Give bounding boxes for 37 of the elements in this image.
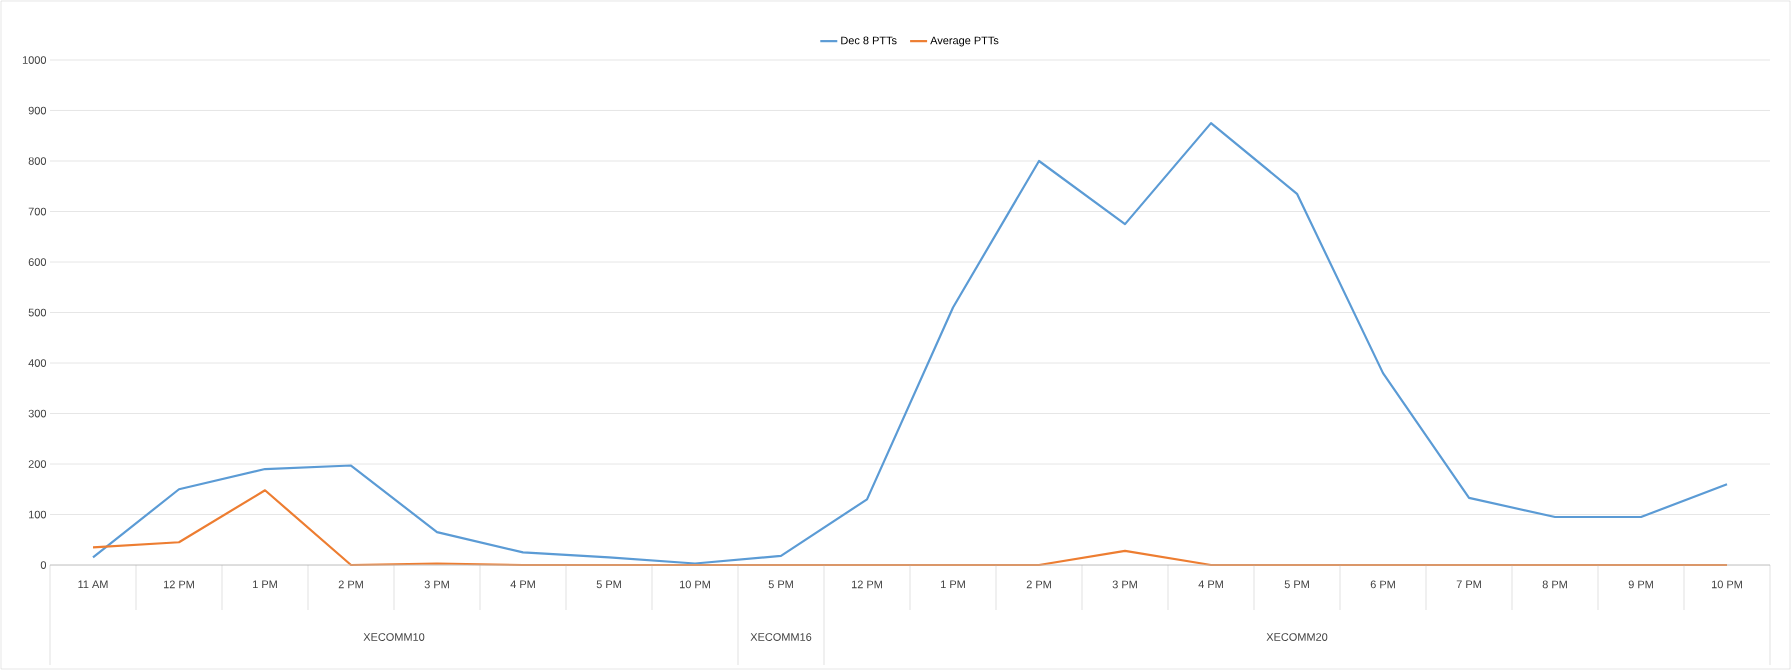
x-tick-label: 1 PM: [941, 580, 965, 589]
y-tick-label: 300: [28, 409, 47, 418]
legend-label: Dec 8 PTTs: [841, 36, 897, 45]
x-tick-label: 3 PM: [1112, 580, 1137, 589]
text: XECOMM10: [363, 633, 425, 641]
x-tick-label: 3 PM: [424, 580, 449, 589]
x-tick-label: 4 PM: [510, 580, 535, 589]
x-tick-label: 5 PM: [1284, 580, 1309, 589]
x-tick-label: 8 PM: [1542, 580, 1567, 589]
y-tick-label: 700: [28, 207, 47, 216]
x-tick-label: 5 PM: [768, 580, 793, 589]
text: XECOMM16: [750, 633, 812, 641]
text: XECOMM20: [1266, 633, 1328, 641]
line-series: [91, 122, 1729, 565]
x-tick-label: 7 PM: [1456, 580, 1481, 589]
x-tick-label: 4 PM: [1198, 580, 1223, 589]
legend-label: Average PTTs: [930, 36, 999, 47]
x-tick-label: 12 PM: [852, 580, 882, 589]
x-tick-label: 10 PM: [1712, 580, 1742, 589]
y-tick-label: 200: [28, 460, 47, 468]
y-tick-label: 500: [28, 308, 47, 317]
x-tick-label: 5 PM: [596, 580, 621, 589]
x-tick-label: 6 PM: [1370, 580, 1395, 589]
x-tick-label: 10 PM: [680, 580, 710, 589]
x-tick-label: 9 PM: [1628, 580, 1653, 589]
x-tick-label: 1 PM: [253, 580, 277, 589]
y-tick-label: 800: [28, 157, 47, 165]
y-tick-label: 0: [40, 561, 47, 569]
x-tick-label: 2 PM: [1026, 580, 1051, 589]
y-tick-label: 400: [28, 359, 47, 367]
x-tick-label: 12 PM: [163, 580, 194, 589]
y-tick-label: 100: [29, 510, 47, 519]
y-tick-label: 900: [28, 106, 47, 115]
y-tick-label: 1000: [22, 56, 47, 64]
x-tick-label: 11 AM: [78, 580, 108, 589]
x-tick-label: 2 PM: [338, 580, 363, 589]
y-tick-label: 600: [28, 258, 47, 266]
